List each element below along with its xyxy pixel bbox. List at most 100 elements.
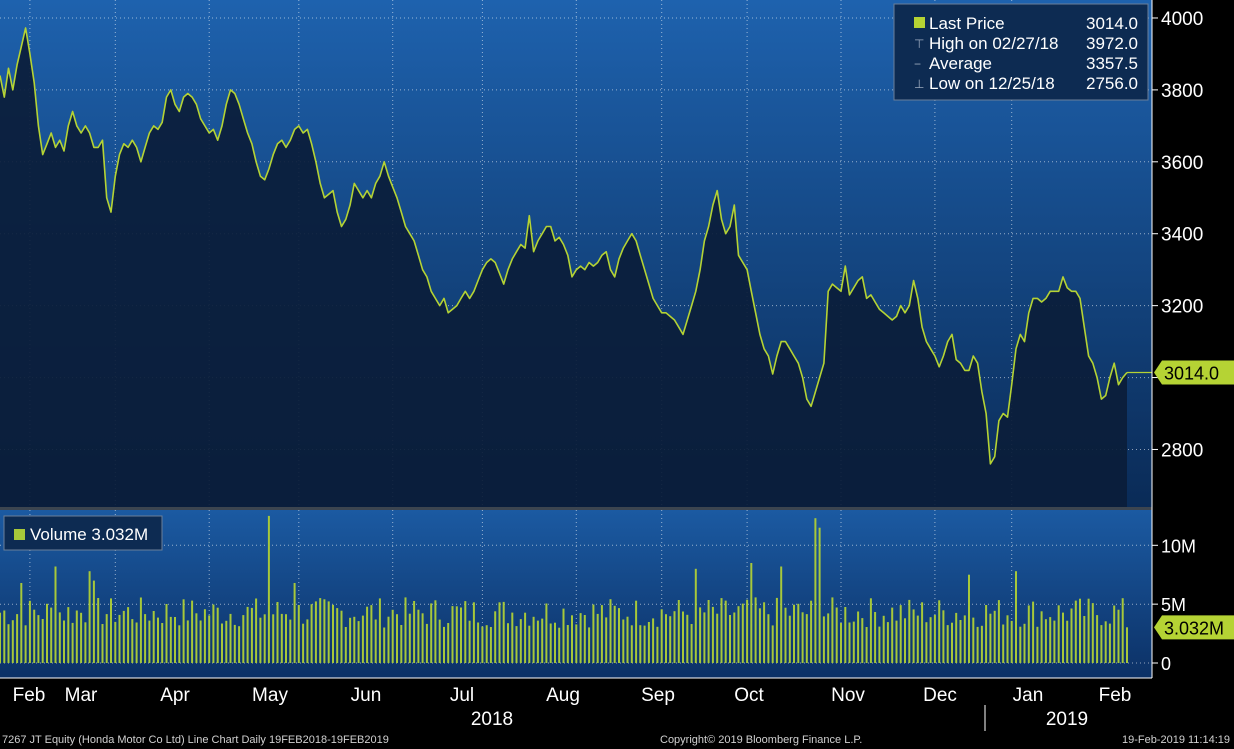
volume-bar — [366, 606, 369, 663]
volume-bar — [703, 612, 706, 663]
volume-bar — [989, 613, 992, 663]
volume-bar — [118, 614, 121, 663]
volume-bar — [908, 599, 911, 663]
volume-bar — [11, 620, 14, 663]
volume-bar — [741, 603, 744, 663]
volume-bar — [626, 616, 629, 663]
volume-legend-label: Volume 3.032M — [30, 525, 148, 544]
volume-bar — [332, 604, 334, 663]
volume-bar — [682, 611, 684, 663]
volume-bar — [46, 603, 48, 663]
volume-bar — [1044, 619, 1047, 663]
volume-bar — [327, 601, 330, 663]
axes: 2800 3200 3400 3600 3800 4000 3014.0 0 5M 10M 3.03… — [0, 0, 1234, 731]
volume-bar — [536, 620, 539, 663]
volume-bar — [131, 619, 134, 663]
volume-bar — [1074, 600, 1077, 663]
volume-bar — [942, 610, 945, 663]
volume-bar — [16, 614, 19, 663]
volume-bar — [869, 598, 872, 663]
volume-bar — [178, 625, 181, 663]
x-tick-label: Aug — [546, 685, 580, 706]
volume-bar — [498, 602, 501, 663]
volume-bar — [643, 625, 646, 663]
volume-bar — [1108, 623, 1111, 663]
legend: Last Price 3014.0 ⊤ High on 02/27/18 3972.0 −… — [3, 3, 1149, 551]
volume-bar — [302, 623, 305, 663]
volume-bar — [579, 613, 582, 663]
legend-box — [893, 3, 1149, 101]
volume-bar — [396, 614, 398, 663]
volume-last-flag-label: 3.032M — [1164, 618, 1224, 638]
volume-bar — [754, 597, 757, 663]
volume-bar — [639, 625, 642, 663]
legend-label: High on 02/27/18 — [929, 34, 1059, 53]
volume-bar — [951, 622, 953, 663]
volume-bar — [182, 599, 185, 663]
volume-bar — [148, 620, 151, 663]
volume-bar — [1079, 598, 1081, 663]
x-tick-label: Mar — [65, 685, 98, 706]
volume-bar — [562, 608, 565, 663]
volume-bar — [353, 616, 356, 663]
volume-bar — [904, 618, 906, 663]
volume-bar — [874, 612, 877, 663]
volume-bar — [1027, 605, 1030, 663]
volume-last-flag — [1154, 615, 1234, 640]
volume-bar — [848, 622, 851, 663]
volume-bar — [724, 600, 727, 663]
volume-bar — [3, 610, 6, 663]
volume-bar — [588, 627, 591, 663]
volume-bar — [477, 622, 480, 663]
volume-bar — [729, 615, 731, 663]
volume-bar — [899, 605, 902, 663]
volume-bar — [199, 620, 202, 663]
volume-bar — [822, 616, 825, 663]
volume-bar — [558, 627, 561, 663]
volume-bar — [985, 605, 988, 663]
volume-bar — [263, 614, 266, 663]
volume-bar — [980, 625, 983, 663]
volume-bar — [1100, 625, 1103, 663]
volume-bar — [447, 623, 450, 663]
volume-bar — [1023, 623, 1026, 663]
volume-y-tick-label: 0 — [1161, 654, 1171, 674]
volume-bar — [400, 625, 403, 663]
volume-bar — [711, 606, 714, 663]
footer-copyright: Copyright© 2019 Bloomberg Finance L.P. — [660, 734, 863, 746]
volume-bar — [340, 610, 343, 663]
volume-bar — [259, 617, 262, 663]
panel-divider[interactable] — [0, 507, 1152, 510]
volume-bar — [686, 614, 689, 663]
volume-bar — [1040, 611, 1043, 663]
volume-bar — [502, 601, 505, 663]
volume-bar — [652, 618, 655, 663]
volume-bar — [835, 607, 838, 663]
volume-bar — [1083, 616, 1086, 663]
volume-bar — [665, 614, 667, 663]
volume-bar — [647, 622, 650, 663]
volume-bar — [784, 607, 787, 663]
volume-y-tick-label: 5M — [1161, 595, 1186, 615]
volume-bar — [882, 615, 885, 663]
volume-bar — [1104, 621, 1107, 663]
volume-bar — [1036, 626, 1039, 663]
x-tick-label: Jun — [351, 685, 382, 706]
volume-bar — [246, 606, 249, 663]
volume-bar — [575, 624, 578, 663]
volume-bar — [297, 605, 300, 663]
x-tick-label: Nov — [831, 685, 865, 706]
volume-bar — [767, 614, 770, 663]
volume-bar — [976, 626, 979, 663]
volume-bar — [571, 615, 573, 663]
volume-bar — [191, 600, 194, 663]
volume-bar — [451, 606, 454, 663]
volume-bar — [916, 615, 919, 663]
volume-bar — [622, 619, 625, 663]
volume-bar — [746, 599, 749, 663]
volume-bar — [669, 616, 672, 663]
volume-bar — [1057, 605, 1060, 663]
volume-bar — [1087, 598, 1090, 663]
volume-bar — [524, 612, 527, 663]
volume-bar — [1015, 571, 1017, 663]
